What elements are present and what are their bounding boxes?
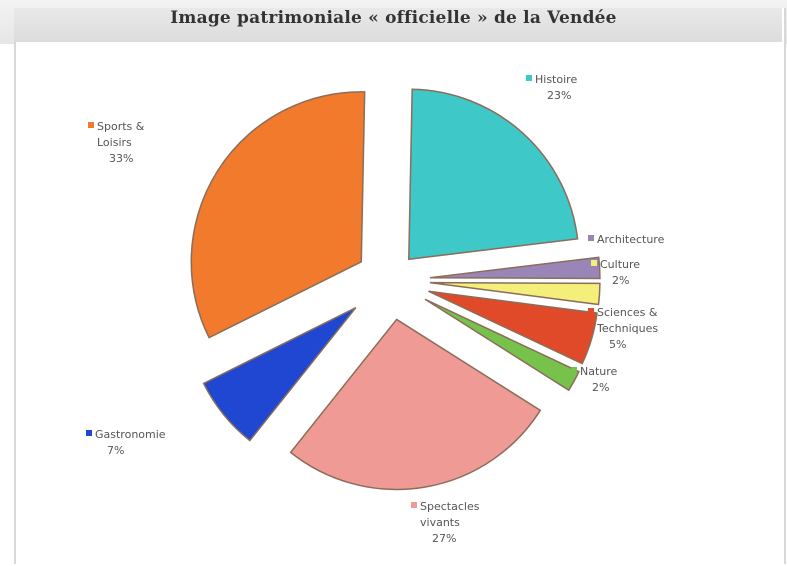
chart-title: Image patrimoniale « officielle » de la …	[170, 8, 617, 28]
slice-percent: 2%	[592, 381, 609, 394]
title-band	[14, 8, 782, 42]
slice-percent: 23%	[547, 89, 571, 102]
slice-percent: 7%	[107, 444, 124, 457]
pie-slice-histoire	[408, 88, 579, 261]
slice-percent: 2%	[612, 274, 629, 287]
pie-slice-nature	[424, 298, 580, 392]
slice-percent: 27%	[432, 532, 456, 545]
slice-label-culture: Culture 2%	[591, 258, 640, 287]
slice-label-architecture: Architecture	[588, 233, 665, 246]
slice-percent: 33%	[109, 152, 133, 165]
pie-slice-architecture	[429, 256, 601, 280]
slice-label-nature: Nature 2%	[571, 365, 618, 394]
slice-name: vivants	[420, 516, 460, 529]
slice-name: Histoire	[535, 73, 577, 86]
slice-label-gastronomie: Gastronomie 7%	[86, 428, 166, 457]
slice-name: Nature	[580, 365, 618, 378]
slice-name: Loisirs	[97, 136, 132, 149]
slice-name: Sciences &	[597, 306, 658, 319]
pie-slice-sciences-techniques	[428, 290, 598, 365]
slice-label-sciences-techniques: Sciences & Techniques 5%	[588, 306, 658, 351]
legend-marker	[526, 75, 532, 81]
slice-name: Spectacles	[420, 500, 480, 513]
legend-marker	[591, 260, 597, 266]
legend-marker	[88, 122, 94, 128]
legend-marker	[411, 502, 417, 508]
legend-marker	[588, 308, 594, 314]
slice-name: Gastronomie	[95, 428, 166, 441]
legend-marker	[588, 235, 594, 241]
legend-marker	[571, 367, 577, 373]
slice-label-sports-loisirs: Sports & Loisirs 33%	[88, 120, 145, 165]
slice-name: Culture	[600, 258, 640, 271]
slice-label-histoire: Histoire 23%	[526, 73, 577, 102]
slice-name: Architecture	[597, 233, 665, 246]
pie-slice-culture	[429, 281, 601, 306]
pie-slice-gastronomie	[202, 306, 357, 442]
pie-slice-spectacles-vivants	[289, 318, 542, 491]
pie-slice-sports-loisirs	[190, 91, 366, 339]
slice-label-spectacles-vivants: Spectacles vivants 27%	[411, 500, 480, 545]
legend-marker	[86, 430, 92, 436]
slice-name: Techniques	[596, 322, 658, 335]
slice-name: Sports &	[97, 120, 145, 133]
slice-percent: 5%	[609, 338, 626, 351]
